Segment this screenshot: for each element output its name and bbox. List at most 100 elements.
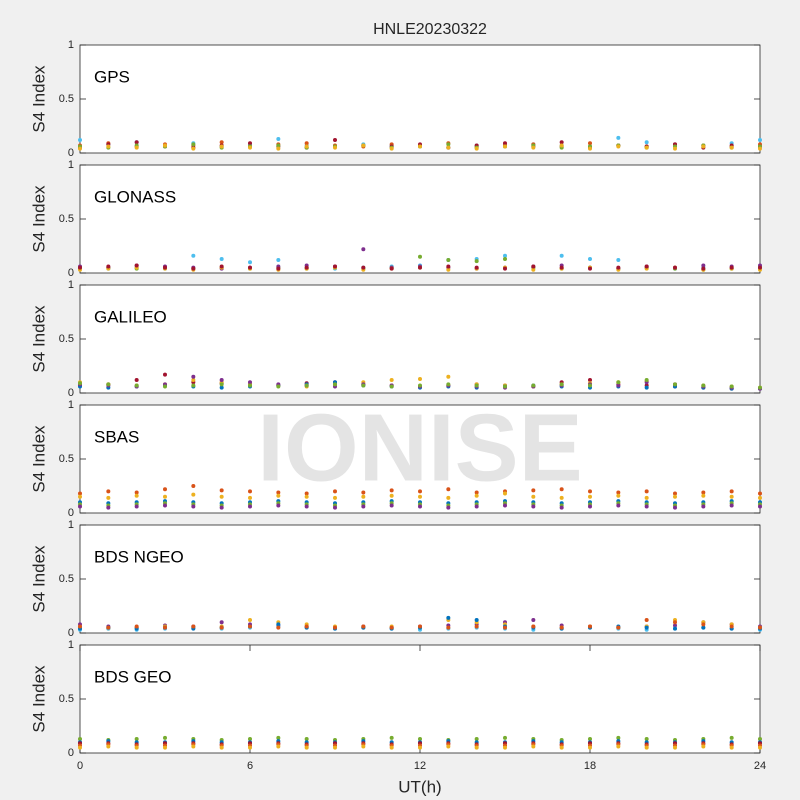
data-point (446, 487, 451, 492)
data-point (588, 383, 592, 388)
data-point (361, 383, 366, 388)
data-point (219, 264, 224, 269)
data-point (78, 146, 82, 151)
data-point (78, 745, 82, 750)
data-point (191, 378, 196, 383)
data-point (361, 494, 366, 499)
data-point (531, 267, 536, 272)
data-point (248, 145, 252, 150)
data-point (616, 380, 621, 385)
panel-label: GLONASS (94, 187, 176, 206)
data-point (446, 625, 451, 630)
data-point (673, 494, 677, 499)
data-point (276, 258, 281, 263)
data-point (588, 736, 592, 741)
data-point (276, 146, 281, 151)
data-point (758, 625, 762, 630)
data-point (333, 495, 337, 500)
data-point (333, 145, 337, 150)
panel-label: GPS (94, 67, 130, 86)
data-point (729, 624, 734, 629)
y-axis-label: S4 Index (29, 65, 48, 133)
data-point (644, 264, 649, 269)
data-point (446, 374, 451, 379)
data-point (276, 625, 281, 630)
data-point (446, 382, 451, 387)
data-point (389, 266, 394, 271)
data-point (701, 383, 706, 388)
data-point (163, 494, 167, 499)
data-point (559, 265, 564, 270)
data-point (418, 624, 422, 629)
data-point (616, 383, 621, 388)
data-point (163, 735, 167, 740)
data-point (673, 382, 677, 387)
data-point (361, 143, 366, 148)
data-point (248, 383, 252, 388)
y-tick-label: 0 (68, 507, 74, 519)
data-point (729, 745, 734, 750)
data-point (361, 504, 366, 509)
y-tick-label: 0.5 (59, 93, 74, 105)
data-point (134, 493, 139, 498)
y-tick-label: 1 (68, 39, 74, 51)
data-point (304, 624, 309, 629)
data-point (134, 145, 139, 150)
data-point (503, 625, 507, 630)
data-point (191, 504, 196, 509)
data-point (503, 144, 507, 149)
data-point (248, 504, 252, 509)
y-axis-label: S4 Index (29, 185, 48, 253)
data-point (276, 490, 281, 495)
data-point (276, 136, 281, 141)
data-point (134, 745, 139, 750)
data-point (588, 378, 592, 383)
data-point (758, 504, 762, 509)
data-point (644, 140, 649, 145)
data-point (163, 372, 167, 377)
data-point (616, 258, 621, 263)
data-point (418, 265, 422, 270)
data-point (106, 495, 111, 500)
data-point (474, 259, 479, 264)
data-point (644, 618, 649, 623)
data-point (446, 495, 451, 500)
data-point (758, 265, 762, 270)
data-point (191, 624, 196, 629)
data-point (78, 491, 82, 496)
data-point (701, 622, 706, 627)
data-point (446, 142, 451, 147)
data-point (588, 266, 592, 271)
y-tick-label: 0 (68, 267, 74, 279)
data-point (191, 253, 196, 258)
data-point (163, 625, 167, 630)
data-point (446, 744, 451, 749)
data-point (78, 138, 82, 143)
data-point (219, 494, 224, 499)
data-point (503, 491, 507, 496)
data-point (758, 495, 762, 500)
data-point (588, 489, 592, 494)
data-point (559, 625, 564, 630)
data-point (616, 135, 621, 140)
data-point (446, 505, 451, 510)
data-point (701, 625, 706, 630)
data-point (163, 503, 167, 508)
data-point (219, 256, 224, 261)
data-point (673, 491, 677, 496)
data-point (78, 381, 82, 386)
data-point (191, 266, 196, 271)
data-point (559, 382, 564, 387)
data-point (588, 504, 592, 509)
data-point (361, 744, 366, 749)
data-point (418, 745, 422, 750)
data-point (503, 745, 507, 750)
axes-frame (79, 644, 761, 754)
data-point (503, 256, 507, 261)
data-point (531, 383, 536, 388)
y-axis-label: S4 Index (29, 305, 48, 373)
axes-frame (79, 284, 761, 394)
data-point (559, 487, 564, 492)
data-point (474, 624, 479, 629)
data-point (389, 378, 394, 383)
